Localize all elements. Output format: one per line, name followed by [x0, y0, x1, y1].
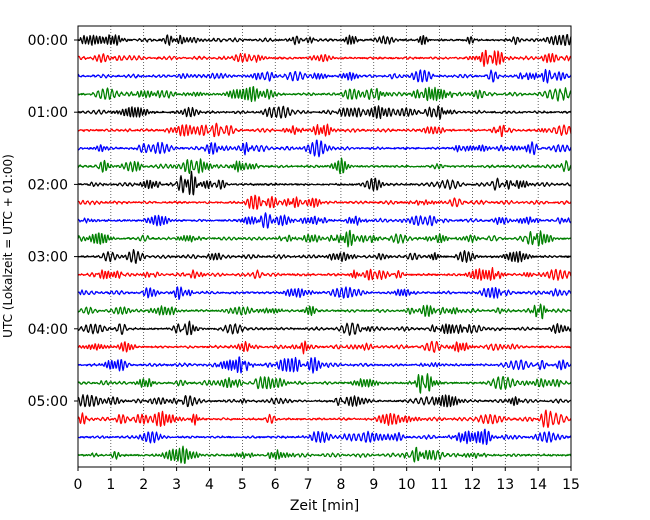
seismic-trace [77, 229, 572, 248]
seismic-trace [77, 170, 572, 196]
x-tick-label: 5 [238, 477, 247, 493]
seismic-trace [77, 194, 572, 210]
seismic-trace [77, 105, 572, 120]
seismic-trace [77, 212, 572, 229]
x-tick-label: 12 [463, 477, 481, 493]
seismic-trace [77, 49, 572, 67]
seismic-trace [77, 34, 572, 47]
seismic-trace [77, 86, 572, 103]
seismic-trace [77, 428, 572, 446]
x-tick-label: 7 [304, 477, 313, 493]
y-tick-label: 03:00 [28, 250, 68, 266]
x-tick-label: 0 [74, 477, 83, 493]
x-tick-label: 8 [336, 477, 345, 493]
seismic-trace [77, 340, 572, 355]
seismic-trace [77, 267, 572, 281]
y-tick-label: 00:00 [28, 33, 68, 49]
x-tick-label: 14 [529, 477, 547, 493]
seismic-trace [77, 157, 572, 175]
seismic-trace [77, 373, 572, 394]
seismic-trace [77, 68, 572, 84]
x-tick-label: 9 [369, 477, 378, 493]
traces [77, 34, 572, 464]
seismic-trace [77, 122, 572, 138]
y-tick-label: 05:00 [28, 394, 68, 410]
y-tick-label: 02:00 [28, 177, 68, 193]
x-axis-label: Zeit [min] [290, 498, 359, 514]
x-tick-label: 4 [205, 477, 214, 493]
seismic-trace [77, 303, 572, 320]
seismic-trace [77, 356, 572, 374]
seismic-trace [77, 409, 572, 429]
x-tick-label: 3 [172, 477, 181, 493]
y-tick-label: 04:00 [28, 322, 68, 338]
plot-frame [77, 25, 572, 468]
seismic-trace [77, 445, 572, 464]
seismic-trace [77, 320, 572, 336]
seismic-trace [77, 286, 572, 301]
seismic-trace [77, 139, 572, 158]
y-axis-label: UTC (Lokalzeit = UTC + 01:00) [1, 154, 15, 338]
y-axis: 00:00 01:00 02:00 03:00 04:00 05:00 [28, 33, 78, 410]
y-tick-label: 01:00 [28, 105, 68, 121]
seismic-trace [77, 248, 572, 264]
x-tick-label: 15 [562, 477, 580, 493]
seismic-trace [77, 394, 572, 408]
x-axis: 0 1 2 3 4 5 6 7 8 9 10 11 12 13 14 15 [74, 467, 580, 493]
x-tick-label: 1 [106, 477, 115, 493]
x-tick-label: 2 [139, 477, 148, 493]
x-tick-label: 6 [271, 477, 280, 493]
x-tick-label: 11 [431, 477, 449, 493]
x-tick-label: 13 [496, 477, 514, 493]
x-tick-label: 10 [398, 477, 416, 493]
